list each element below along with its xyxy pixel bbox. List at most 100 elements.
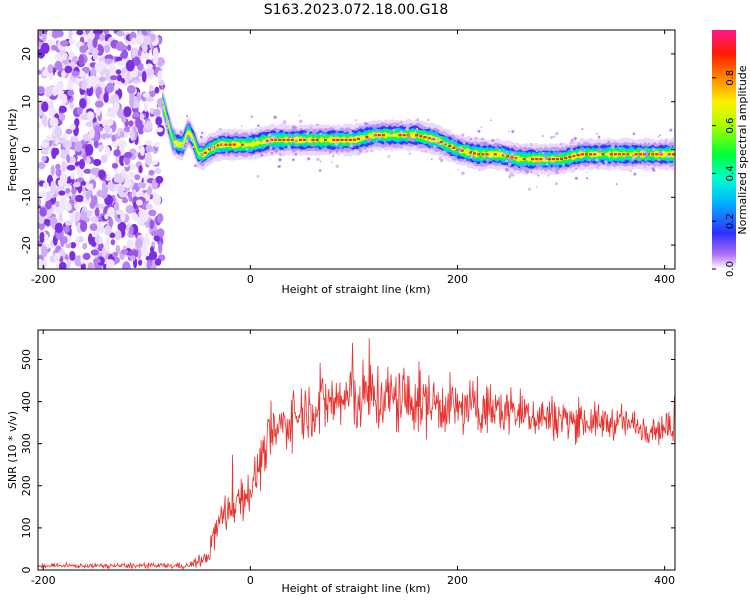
snr-frame: [37, 329, 676, 571]
noise-speck: [54, 138, 59, 145]
ridge-speck: [473, 141, 477, 145]
ridge-speck: [586, 171, 588, 174]
ridge-speck: [212, 146, 215, 149]
ridge-speck: [442, 150, 446, 154]
noise-speck: [104, 146, 111, 159]
noise-speck: [139, 113, 144, 121]
noise-speck: [96, 221, 102, 227]
noise-speck: [154, 258, 162, 266]
noise-speck: [99, 33, 105, 41]
ridge-speck: [544, 156, 549, 160]
noise-speck: [79, 45, 88, 53]
noise-speck: [110, 239, 116, 246]
noise-speck: [137, 182, 147, 189]
noise-speck: [148, 90, 156, 98]
ridge-speck: [550, 136, 554, 139]
noise-speck: [138, 259, 143, 266]
ridge-speck: [556, 153, 560, 157]
ridge-speck: [599, 162, 603, 166]
ridge-speck: [659, 134, 662, 137]
noise-speck: [81, 180, 86, 186]
ridge-speck: [537, 174, 540, 177]
ridge-speck: [445, 142, 448, 145]
ridge-speck: [294, 152, 298, 156]
ridge-speck: [540, 164, 542, 167]
colorbar-tick-label: 0.2: [725, 213, 736, 229]
ridge-speck: [316, 123, 319, 126]
noise-speck: [119, 130, 125, 138]
noise-speck: [81, 78, 88, 90]
noise-speck: [58, 105, 67, 113]
ridge-speck: [461, 171, 465, 176]
ridge-speck: [319, 160, 322, 163]
ridge-speck: [160, 106, 165, 111]
ridge-speck: [378, 136, 382, 139]
ridge-speck: [310, 142, 315, 147]
ridge-speck: [437, 141, 441, 145]
noise-speck: [146, 152, 152, 161]
ridge-speck: [349, 144, 353, 148]
ridge-speck: [505, 159, 509, 163]
noise-speck: [100, 191, 108, 199]
noise-speck: [117, 60, 125, 67]
ridge-speck: [258, 146, 261, 149]
ridge-speck: [537, 165, 540, 168]
noise-speck: [59, 40, 69, 47]
ridge-speck: [558, 151, 562, 154]
ridge-speck: [535, 186, 538, 188]
ridge-speck: [643, 164, 647, 168]
ridge-speck: [400, 146, 403, 149]
noise-speck: [142, 92, 151, 98]
ridge-speck: [463, 158, 467, 162]
ridge-speck: [542, 154, 546, 158]
ridge-speck: [358, 152, 361, 155]
ridge-speck: [442, 141, 446, 145]
noise-speck: [148, 169, 155, 176]
ridge-speck: [328, 150, 332, 153]
noise-speck: [121, 49, 129, 60]
noise-speck: [104, 123, 111, 134]
ridge-speck: [651, 148, 654, 150]
spectrogram-content: [38, 30, 675, 269]
noise-speck: [146, 30, 152, 34]
noise-speck: [148, 84, 154, 92]
noise-speck: [143, 261, 148, 269]
ridge-speck: [611, 145, 615, 149]
ridge-speck: [553, 135, 556, 138]
ridge-speck: [525, 170, 529, 174]
ridge-speck: [516, 157, 518, 160]
ridge-speck: [439, 130, 442, 134]
snr-y-ticks: 0 100 200 300 400 500: [20, 349, 675, 574]
ridge-speck: [642, 150, 646, 154]
ridge-speck: [436, 129, 440, 133]
ridge-speck: [588, 158, 592, 162]
ridge-speck: [547, 174, 550, 177]
ridge-speck: [393, 123, 396, 126]
noise-speck: [154, 86, 160, 94]
noise-speck: [89, 223, 98, 232]
ridge-speck: [268, 139, 272, 143]
ridge-speck: [571, 138, 574, 142]
ridge-speck: [595, 166, 599, 169]
noise-speck: [106, 118, 114, 126]
ridge-speck: [200, 131, 204, 135]
ridge-speck: [339, 146, 343, 150]
noise-speck: [156, 57, 165, 67]
noise-speck: [145, 145, 154, 153]
x-tick-label: 400: [654, 273, 675, 286]
noise-speck: [122, 261, 131, 269]
noise-speck: [144, 140, 153, 146]
noise-speck: [116, 30, 125, 37]
ridge-speck: [623, 157, 626, 160]
noise-speck: [74, 118, 80, 127]
ridge-speck: [564, 146, 567, 149]
noise-speck: [73, 181, 81, 188]
ridge-speck: [469, 155, 473, 159]
noise-speck: [156, 213, 164, 223]
ridge-speck: [498, 149, 501, 152]
noise-speck: [92, 37, 98, 49]
noise-speck: [83, 168, 92, 174]
noise-speck: [45, 191, 52, 201]
noise-speck: [153, 234, 161, 242]
